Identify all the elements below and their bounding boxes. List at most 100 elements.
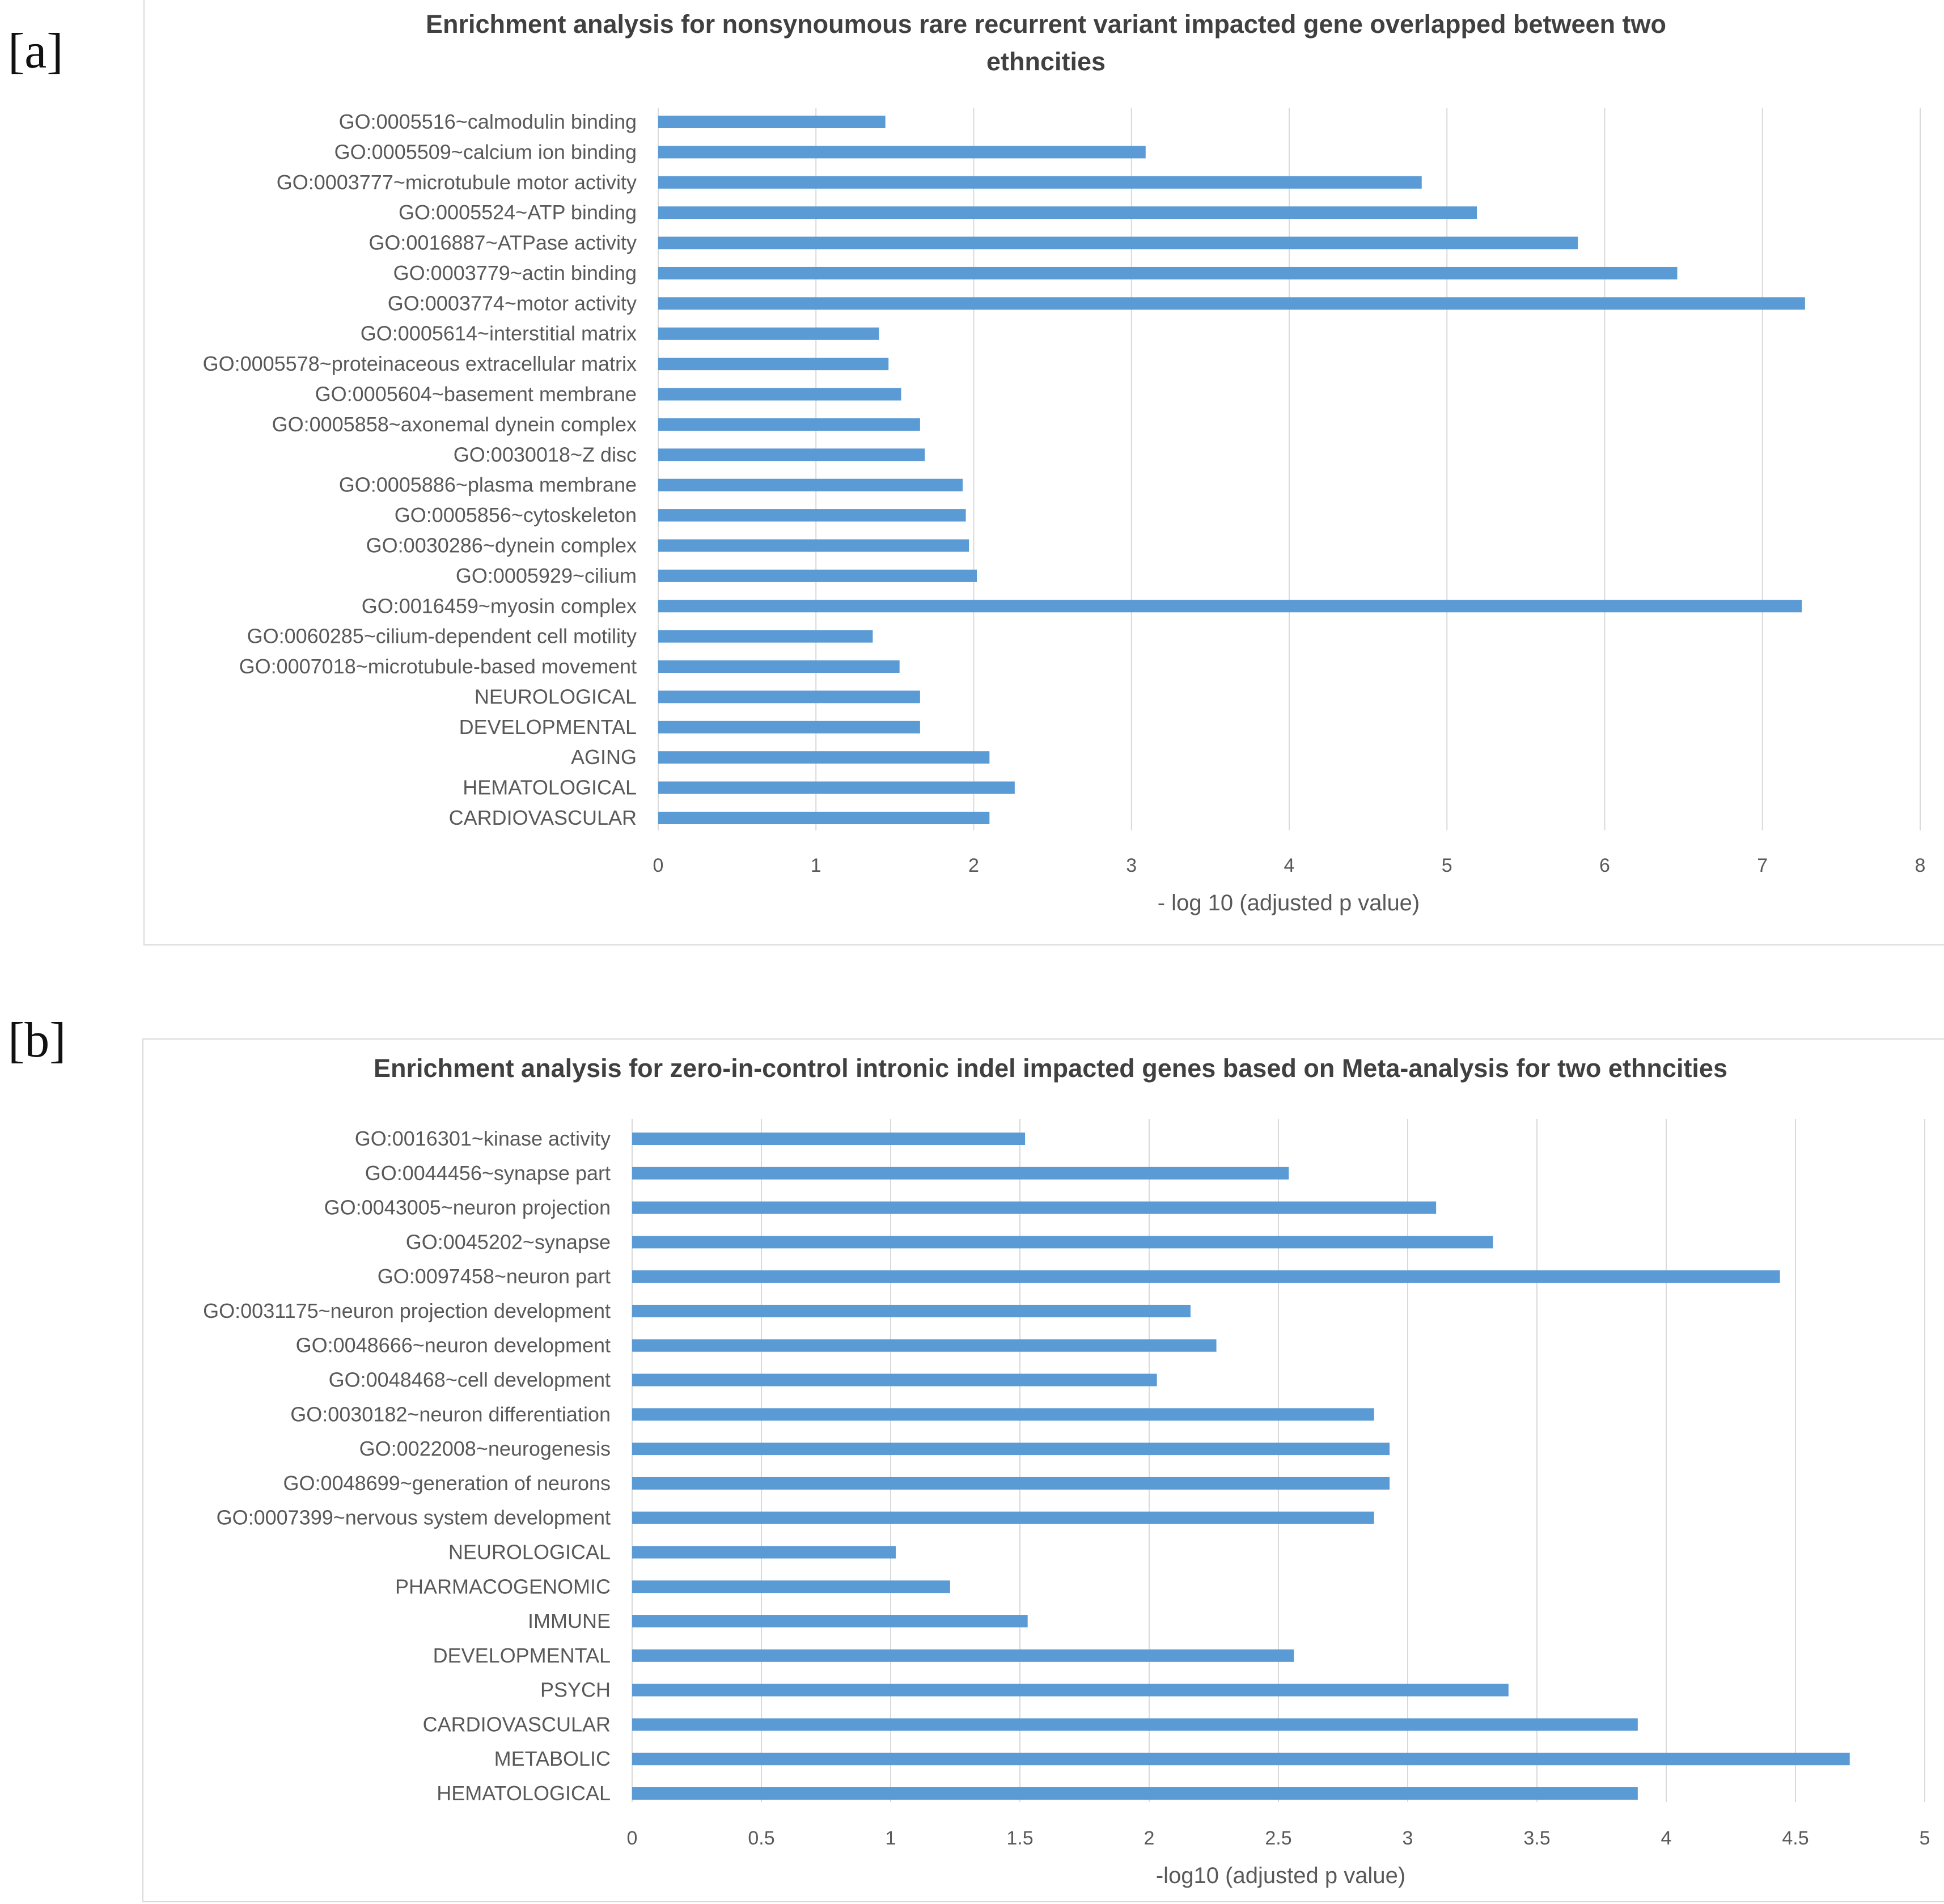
bar <box>658 206 1477 219</box>
category-label: GO:0030182~neuron differentiation <box>290 1402 611 1426</box>
category-label: GO:0005856~cytoskeleton <box>395 503 637 527</box>
bar <box>658 297 1805 310</box>
category-label: GO:0044456~synapse part <box>365 1161 611 1185</box>
bar <box>632 1270 1780 1283</box>
chart-title: Enrichment analysis for nonsynoumous rar… <box>426 10 1666 39</box>
category-label: GO:0016887~ATPase activity <box>369 231 637 255</box>
bar <box>632 1615 1028 1628</box>
category-label: PSYCH <box>540 1678 611 1702</box>
x-tick-label: 4 <box>1661 1827 1672 1849</box>
category-label: GO:0045202~synapse <box>406 1230 611 1253</box>
category-label: HEMATOLOGICAL <box>463 776 637 799</box>
bar <box>658 146 1146 159</box>
bar <box>632 1167 1289 1180</box>
category-label: GO:0005578~proteinaceous extracellular m… <box>203 352 637 375</box>
x-tick-label: 5 <box>1442 855 1452 876</box>
x-tick-label: 1.5 <box>1006 1827 1033 1849</box>
category-label: AGING <box>571 745 637 769</box>
category-label: GO:0005929~cilium <box>456 564 637 587</box>
x-axis-title: - log 10 (adjusted p value) <box>1158 890 1420 915</box>
category-label: CARDIOVASCULAR <box>449 806 637 829</box>
bar <box>658 720 920 733</box>
bar <box>658 236 1578 249</box>
bar <box>632 1684 1509 1697</box>
bar <box>632 1304 1191 1317</box>
bar <box>658 448 925 461</box>
bar <box>658 781 1015 794</box>
category-label: GO:0060285~cilium-dependent cell motilit… <box>247 625 637 648</box>
category-label: GO:0016301~kinase activity <box>355 1127 611 1150</box>
bar <box>632 1236 1493 1249</box>
bar <box>658 600 1802 613</box>
bar <box>658 176 1422 189</box>
category-label: HEMATOLOGICAL <box>437 1782 611 1805</box>
category-label: GO:0048468~cell development <box>329 1368 611 1392</box>
bar <box>632 1546 896 1559</box>
bar <box>632 1477 1390 1490</box>
category-label: GO:0007018~microtubule-based movement <box>239 655 637 678</box>
chart-b-frame: Enrichment analysis for zero-in-control … <box>142 1038 1944 1902</box>
x-tick-label: 3.5 <box>1523 1827 1550 1849</box>
x-tick-label: 5 <box>1920 1827 1930 1849</box>
x-tick-label: 4 <box>1284 855 1295 876</box>
bar <box>658 266 1678 279</box>
x-tick-label: 1 <box>811 855 821 876</box>
category-label: GO:0030018~Z disc <box>454 443 637 466</box>
x-tick-label: 2 <box>1144 1827 1155 1849</box>
bar <box>658 358 889 371</box>
category-label: GO:0022008~neurogenesis <box>359 1437 611 1460</box>
x-tick-label: 8 <box>1915 855 1926 876</box>
bar <box>632 1718 1638 1731</box>
bar <box>632 1133 1026 1145</box>
category-label: GO:0003779~actin binding <box>393 261 637 285</box>
bar <box>658 478 963 491</box>
x-tick-label: 0 <box>653 855 664 876</box>
category-label: NEUROLOGICAL <box>448 1540 611 1563</box>
category-label: GO:0016459~myosin complex <box>362 594 637 617</box>
category-label: GO:0048699~generation of neurons <box>283 1472 611 1495</box>
bar <box>658 690 920 703</box>
x-tick-label: 6 <box>1599 855 1610 876</box>
panel-a-tag: [a] <box>8 24 63 79</box>
category-label: GO:0007399~nervous system development <box>217 1506 611 1529</box>
bar <box>632 1511 1374 1524</box>
category-label: GO:0005886~plasma membrane <box>339 473 637 497</box>
chart-title: ethncities <box>986 47 1106 76</box>
category-label: GO:0003774~motor activity <box>388 291 637 315</box>
bar <box>658 327 879 340</box>
category-label: GO:0003777~microtubule motor activity <box>277 171 637 194</box>
category-label: GO:0097458~neuron part <box>378 1265 611 1288</box>
x-tick-label: 2.5 <box>1265 1827 1291 1849</box>
x-axis-title: -log10 (adjusted p value) <box>1156 1863 1405 1888</box>
bar <box>632 1201 1437 1214</box>
bar <box>632 1787 1638 1800</box>
bar <box>632 1443 1390 1456</box>
category-label: GO:0005614~interstitial matrix <box>361 322 637 345</box>
category-label: DEVELOPMENTAL <box>459 715 637 739</box>
bar <box>658 569 977 582</box>
x-tick-label: 0 <box>627 1827 638 1849</box>
bar <box>632 1373 1157 1386</box>
bar <box>632 1580 950 1593</box>
category-label: METABOLIC <box>494 1747 611 1770</box>
category-label: GO:0030286~dynein complex <box>366 533 637 557</box>
category-label: GO:0043005~neuron projection <box>324 1196 611 1219</box>
category-label: GO:0005604~basement membrane <box>315 383 637 406</box>
bar <box>658 418 920 431</box>
x-tick-label: 7 <box>1757 855 1768 876</box>
category-label: GO:0005524~ATP binding <box>399 201 637 224</box>
bar <box>658 630 873 643</box>
category-label: PHARMACOGENOMIC <box>395 1575 611 1598</box>
bar <box>658 660 900 673</box>
panel-b-tag: [b] <box>8 1013 66 1068</box>
chart-title: Enrichment analysis for zero-in-control … <box>374 1054 1727 1083</box>
bar <box>632 1408 1374 1421</box>
x-tick-label: 4.5 <box>1782 1827 1809 1849</box>
category-label: GO:0005858~axonemal dynein complex <box>272 413 637 436</box>
category-label: DEVELOPMENTAL <box>433 1644 611 1667</box>
bar <box>658 539 969 552</box>
bar <box>658 388 901 401</box>
chart-a-frame: Enrichment analysis for nonsynoumous rar… <box>143 0 1944 945</box>
bar <box>632 1649 1294 1662</box>
category-label: GO:0048666~neuron development <box>296 1334 611 1357</box>
